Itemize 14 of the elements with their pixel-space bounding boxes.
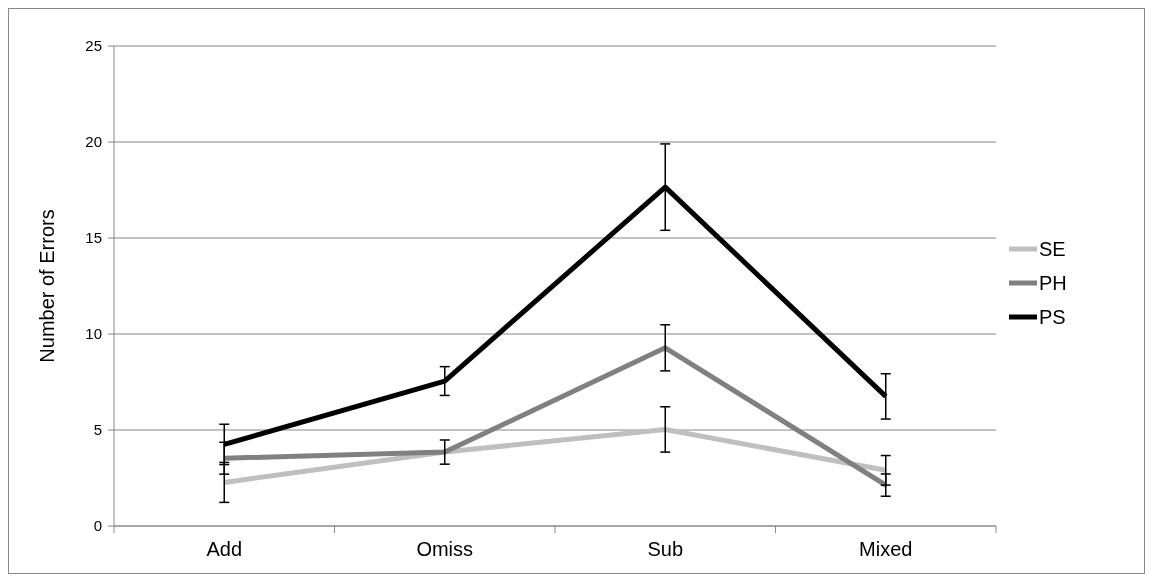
x-tick-label: Add — [206, 538, 243, 560]
y-tick-label: 25 — [85, 37, 102, 55]
x-tick-label: Mixed — [859, 538, 913, 560]
y-tick-label: 20 — [85, 133, 102, 151]
legend-label: SE — [1039, 238, 1066, 260]
y-axis-title: Number of Errors — [36, 209, 58, 363]
y-tick-label: 15 — [85, 229, 102, 247]
y-tick-label: 5 — [93, 421, 102, 439]
x-tick-label: Omiss — [416, 538, 474, 560]
legend-label: PH — [1039, 272, 1067, 294]
x-tick-label: Sub — [647, 538, 684, 560]
y-tick-label: 0 — [93, 517, 102, 535]
legend-label: PS — [1039, 306, 1066, 328]
y-tick-label: 10 — [85, 325, 102, 343]
